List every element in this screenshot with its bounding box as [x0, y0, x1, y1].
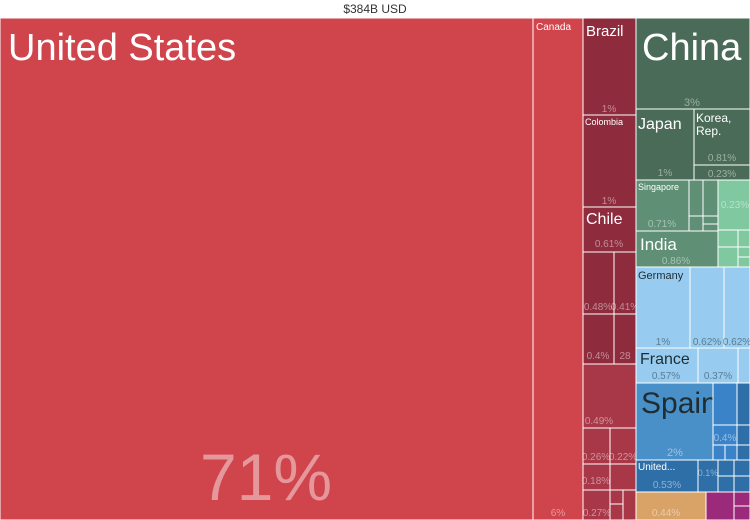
label-spain: Spain [641, 387, 718, 420]
treemap-tile[interactable] [697, 347, 739, 384]
label-china: China [642, 27, 742, 69]
pct-spain: 2% [667, 447, 683, 459]
treemap-tile[interactable] [723, 266, 750, 349]
label-united-states: United States [8, 27, 236, 69]
pct-unlabeled: 0.62% [693, 337, 721, 348]
label-germany: Germany [638, 270, 684, 282]
label-japan: Japan [638, 116, 682, 133]
treemap-tile[interactable] [688, 179, 704, 217]
treemap-tile[interactable] [717, 475, 735, 493]
label-canada: Canada [536, 22, 571, 33]
pct-unlabeled: 0.48% [584, 302, 612, 313]
pct-unlabeled: 0.26% [582, 452, 610, 463]
pct-unlabeled: 0.23% [721, 200, 749, 211]
pct-unlabeled: 28 [619, 351, 631, 362]
treemap-tile[interactable] [712, 444, 726, 461]
pct-unlabeled: 0.62% [723, 337, 750, 348]
label-korea-2: Rep. [696, 124, 721, 138]
tile-united-states[interactable] [0, 18, 534, 520]
treemap-tile[interactable] [609, 503, 624, 520]
treemap-tile[interactable] [689, 266, 725, 349]
chart-title: $384B USD [343, 2, 407, 16]
treemap: United States 71% Canada 6% Brazil 1% Colombia… [0, 18, 750, 520]
treemap-tile[interactable] [736, 382, 750, 426]
treemap-tile[interactable] [724, 444, 738, 461]
treemap-tile[interactable] [733, 459, 750, 477]
pct-unlabeled: 0.1% [698, 468, 719, 478]
treemap-tile[interactable] [688, 215, 704, 232]
pct-chile: 0.61% [595, 239, 623, 250]
pct-colombia: 1% [602, 196, 617, 207]
label-france: France [640, 351, 690, 368]
pct-india: 0.86% [662, 256, 690, 267]
pct-unlabeled: 0.49% [585, 416, 613, 427]
treemap-tile[interactable] [733, 475, 750, 493]
tile-singapore[interactable] [635, 179, 690, 232]
pct-united-states: 71% [200, 440, 332, 514]
pct-singapore: 0.71% [648, 219, 676, 230]
pct-united-kingdom: 0.53% [653, 480, 681, 491]
pct-unlabeled: 0.27% [583, 508, 611, 519]
label-india: India [640, 235, 677, 254]
pct-unlabeled: 0.23% [708, 169, 736, 180]
label-united-kingdom: United... [638, 462, 675, 473]
tile-colombia[interactable] [582, 114, 637, 208]
treemap-tile[interactable] [582, 489, 611, 520]
treemap-tile[interactable] [737, 347, 750, 384]
label-korea: Korea, [696, 111, 731, 125]
treemap-tile[interactable] [737, 256, 750, 268]
tile-canada[interactable] [532, 18, 584, 520]
treemap-tile[interactable] [622, 489, 637, 520]
treemap-tile[interactable] [733, 491, 750, 507]
tile-korea[interactable] [693, 108, 750, 166]
treemap-tile[interactable] [717, 179, 750, 231]
tile-chile[interactable] [582, 206, 637, 253]
treemap-tile[interactable] [737, 246, 750, 258]
tile-japan[interactable] [635, 108, 695, 181]
pct-unlabeled: 0.37% [704, 371, 732, 382]
label-chile: Chile [586, 211, 623, 228]
pct-unlabeled: 0.18% [582, 476, 610, 487]
tile-brazil[interactable] [582, 18, 637, 116]
pct-korea: 0.81% [708, 153, 736, 164]
treemap-tile[interactable] [609, 463, 637, 491]
pct-canada: 6% [551, 508, 566, 519]
pct-unlabeled: 0.22% [609, 452, 637, 463]
treemap-tile[interactable] [737, 229, 750, 248]
treemap-tile[interactable] [705, 491, 735, 520]
treemap-tile[interactable] [717, 229, 739, 248]
treemap-tile[interactable] [717, 459, 735, 477]
treemap-tile[interactable] [702, 223, 719, 232]
treemap-tile[interactable] [712, 382, 738, 426]
pct-unlabeled: 0.4% [714, 433, 737, 444]
label-colombia: Colombia [585, 117, 623, 127]
pct-unlabeled: 0.41% [611, 302, 639, 313]
treemap-tile[interactable] [609, 427, 637, 465]
pct-unlabeled: 0.4% [587, 351, 610, 362]
tile-germany[interactable] [635, 266, 691, 349]
pct-brazil: 1% [602, 104, 617, 115]
treemap-tile[interactable] [702, 179, 719, 217]
pct-france: 0.57% [652, 371, 680, 382]
pct-china: 3% [684, 97, 700, 109]
pct-japan: 1% [658, 168, 673, 179]
pct-unlabeled: 0.44% [652, 508, 680, 519]
treemap-tile[interactable] [733, 505, 750, 520]
label-singapore: Singapore [638, 182, 679, 192]
treemap-tile[interactable] [736, 444, 750, 461]
treemap-tile[interactable] [736, 424, 750, 446]
tile-france[interactable] [635, 347, 699, 384]
treemap-tile[interactable] [702, 215, 719, 225]
tile-china[interactable] [635, 18, 750, 110]
label-brazil: Brazil [586, 23, 624, 40]
pct-germany: 1% [656, 337, 671, 348]
treemap-tile[interactable] [717, 246, 739, 268]
treemap-tile[interactable] [582, 251, 615, 315]
